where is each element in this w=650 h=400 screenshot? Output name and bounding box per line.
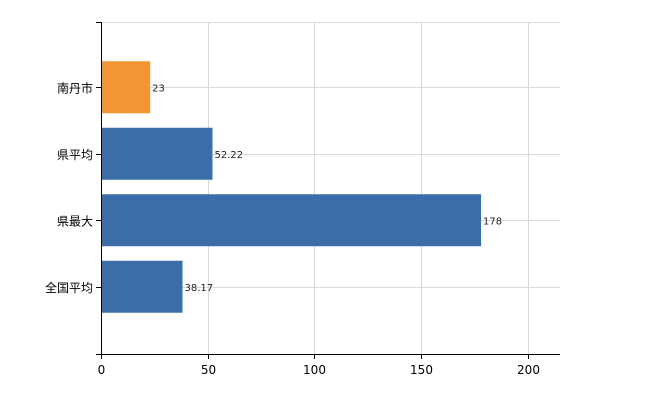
x-tick-label-100: 100 bbox=[303, 363, 326, 377]
bar-0 bbox=[101, 61, 151, 114]
x-tick-label-150: 150 bbox=[410, 363, 433, 377]
data-label-1: 52.22 bbox=[214, 150, 243, 161]
axes bbox=[96, 22, 560, 359]
x-tick-label-50: 50 bbox=[201, 363, 216, 377]
category-label-1: 県平均 bbox=[57, 148, 93, 162]
x-tick-label-0: 0 bbox=[98, 363, 106, 377]
bar-1 bbox=[101, 127, 213, 180]
category-label-0: 南丹市 bbox=[57, 80, 93, 95]
data-label-3: 38.17 bbox=[184, 283, 213, 294]
bar-3 bbox=[101, 260, 183, 313]
x-tick-label-200: 200 bbox=[517, 363, 540, 377]
data-label-2: 178 bbox=[483, 216, 502, 227]
bars bbox=[101, 61, 482, 313]
category-label-2: 県最大 bbox=[57, 214, 93, 228]
data-label-0: 23 bbox=[152, 83, 165, 94]
bar-2 bbox=[101, 194, 482, 247]
category-label-3: 全国平均 bbox=[45, 280, 93, 295]
labels: 23 南丹市 52.22 県平均 178 県最大 38.17 全国平均 0 50 100 150 200 bbox=[45, 80, 540, 377]
